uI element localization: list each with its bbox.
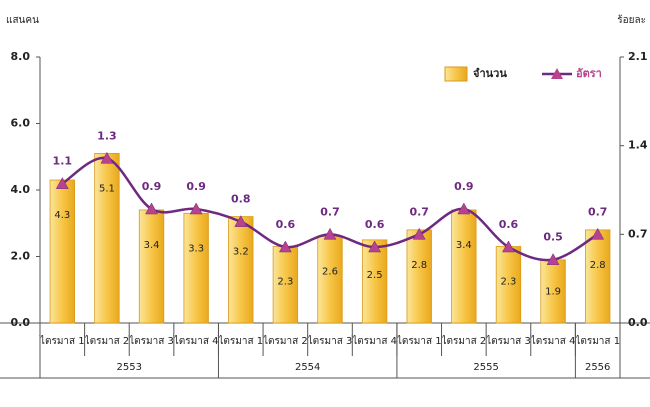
bar bbox=[228, 216, 254, 324]
bar bbox=[183, 212, 209, 324]
line-marker bbox=[546, 253, 560, 265]
bar bbox=[94, 153, 120, 324]
bar-value-label: 2.6 bbox=[322, 267, 338, 278]
bar-value-label: 3.4 bbox=[144, 240, 160, 251]
line-value-label: 0.5 bbox=[543, 231, 563, 244]
bar bbox=[585, 229, 611, 324]
y-tick-label: 4.0 bbox=[11, 183, 31, 196]
bar-value-label: 2.5 bbox=[367, 270, 383, 281]
y2-tick-label: 2.1 bbox=[628, 50, 648, 63]
line-value-label: 0.9 bbox=[454, 180, 474, 193]
y2-tick-label: 1.4 bbox=[628, 139, 648, 152]
bar bbox=[272, 246, 299, 324]
bar-value-label: 3.4 bbox=[456, 240, 472, 251]
x-tick-label: ไตรมาส 4 bbox=[530, 335, 576, 347]
legend-label: จำนวน bbox=[473, 67, 507, 80]
line-value-label: 0.7 bbox=[409, 205, 429, 218]
line-marker bbox=[189, 202, 203, 215]
x-tick-label: ไตรมาส 3 bbox=[307, 335, 353, 347]
line-value-label: 0.6 bbox=[365, 218, 385, 231]
line-marker bbox=[412, 227, 426, 240]
line-value-label: 0.6 bbox=[499, 218, 519, 231]
x-tick-label: ไตรมาส 4 bbox=[173, 335, 219, 347]
y2-tick-label: 0.7 bbox=[628, 227, 648, 240]
y-tick-label: 0.0 bbox=[11, 316, 31, 329]
line-marker bbox=[234, 215, 248, 227]
bar bbox=[495, 246, 522, 324]
x-tick-label: ไตรมาส 3 bbox=[485, 335, 531, 347]
group-label: 2555 bbox=[473, 362, 498, 373]
bar-value-label: 3.2 bbox=[233, 247, 249, 258]
line-marker bbox=[457, 202, 471, 215]
bar-value-label: 1.9 bbox=[545, 286, 561, 297]
line-value-label: 0.7 bbox=[320, 205, 340, 218]
x-tick-label: ไตรมาส 2 bbox=[84, 335, 130, 347]
line-marker bbox=[323, 227, 337, 240]
group-label: 2554 bbox=[295, 362, 320, 373]
x-tick-label: ไตรมาส 2 bbox=[262, 335, 308, 347]
bar-value-label: 4.3 bbox=[54, 210, 70, 221]
y2-axis-label: ร้อยละ bbox=[617, 14, 646, 26]
line-value-label: 0.9 bbox=[186, 180, 206, 193]
y-tick-label: 8.0 bbox=[11, 50, 31, 63]
legend-marker bbox=[551, 68, 563, 79]
group-label: 2556 bbox=[585, 362, 610, 373]
line-marker bbox=[55, 177, 69, 189]
bar bbox=[49, 179, 75, 324]
line-marker bbox=[100, 151, 114, 164]
y2-tick-label: 0.0 bbox=[628, 316, 648, 329]
line-marker bbox=[502, 240, 515, 253]
x-tick-label: ไตรมาส 1 bbox=[39, 335, 85, 347]
bar bbox=[451, 209, 477, 324]
bar-value-label: 2.3 bbox=[501, 277, 517, 288]
y-axis-label: แสนคน bbox=[6, 15, 39, 26]
y-tick-label: 6.0 bbox=[11, 117, 31, 130]
bar-value-label: 3.3 bbox=[188, 243, 204, 254]
x-tick-label: ไตรมาส 1 bbox=[217, 335, 263, 347]
x-tick-label: ไตรมาส 1 bbox=[574, 335, 620, 347]
line-value-label: 0.9 bbox=[142, 180, 162, 193]
x-tick-label: ไตรมาส 3 bbox=[128, 335, 174, 347]
legend-swatch bbox=[444, 66, 468, 82]
line-marker bbox=[145, 202, 158, 215]
line-value-label: 1.1 bbox=[53, 155, 73, 168]
bar-value-label: 5.1 bbox=[99, 183, 115, 194]
bar bbox=[361, 239, 388, 324]
line-marker bbox=[368, 240, 382, 253]
y-tick-label: 2.0 bbox=[11, 250, 31, 263]
line-value-label: 1.3 bbox=[97, 129, 117, 142]
legend-label: อัตรา bbox=[576, 67, 602, 80]
bar bbox=[138, 209, 165, 324]
line-value-label: 0.7 bbox=[588, 205, 608, 218]
bar-value-label: 2.8 bbox=[590, 260, 606, 271]
bar-value-label: 2.3 bbox=[277, 277, 293, 288]
bar-value-label: 2.8 bbox=[411, 260, 427, 271]
group-label: 2553 bbox=[117, 362, 142, 373]
line-marker bbox=[278, 240, 292, 253]
bar bbox=[317, 236, 343, 324]
x-tick-label: ไตรมาส 4 bbox=[351, 335, 397, 347]
x-tick-label: ไตรมาส 1 bbox=[396, 335, 442, 347]
line-marker bbox=[591, 227, 605, 240]
bar bbox=[406, 229, 432, 324]
line-value-label: 0.6 bbox=[276, 218, 296, 231]
line-value-label: 0.8 bbox=[231, 193, 251, 206]
x-tick-label: ไตรมาส 2 bbox=[440, 335, 486, 347]
